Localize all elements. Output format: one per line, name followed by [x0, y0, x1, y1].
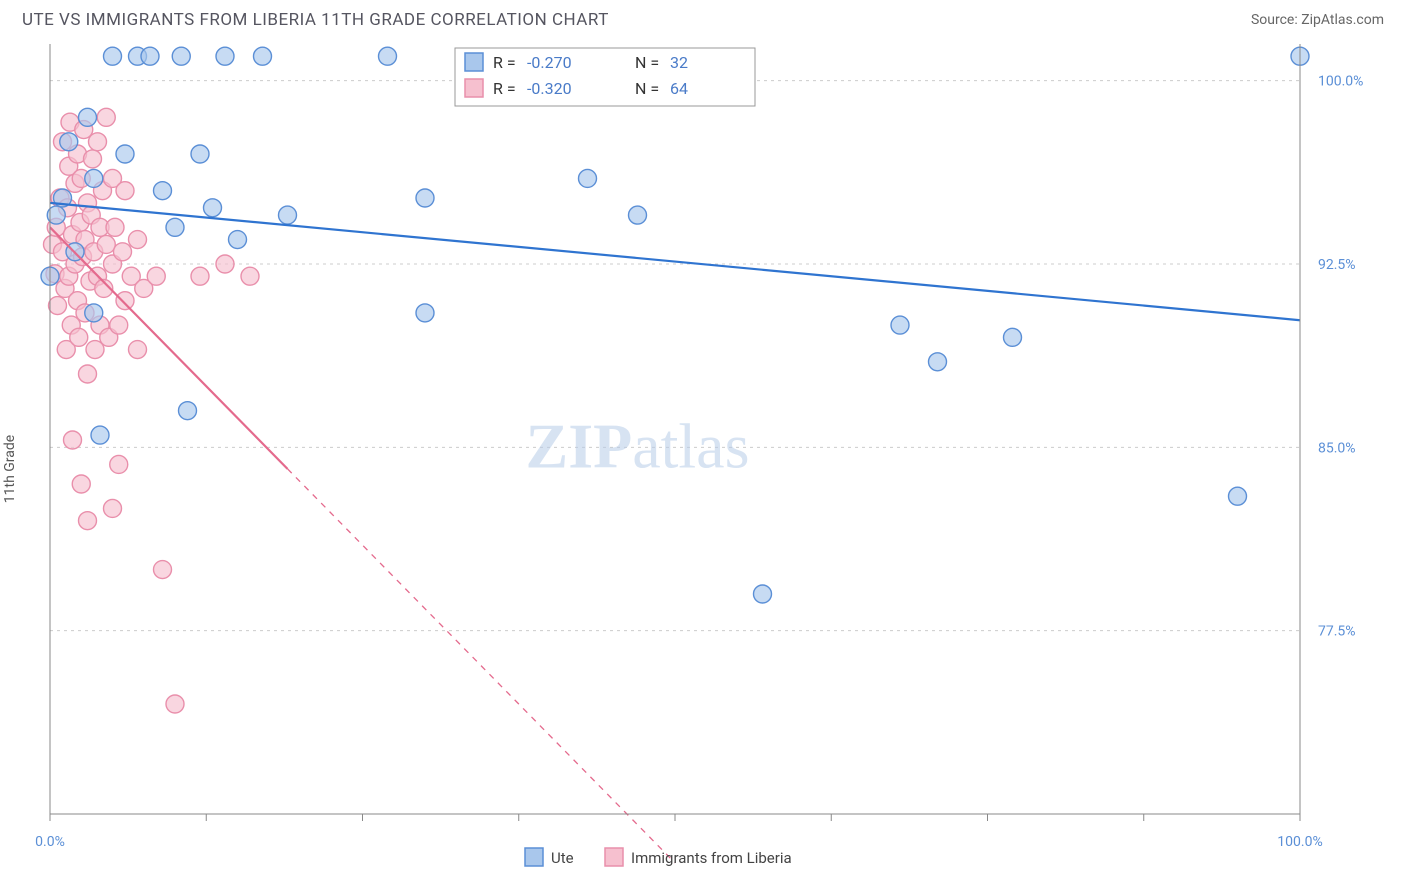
data-point — [179, 402, 197, 420]
chart-area: 11th Grade 77.5% 85.0% 92.5% 100.0% ZIPatlas… — [0, 36, 1406, 886]
data-point — [49, 297, 67, 315]
data-point — [891, 316, 909, 334]
trend-line — [50, 203, 1300, 320]
data-point — [129, 341, 147, 359]
y-tick-label: 92.5% — [1318, 257, 1356, 273]
y-axis-label: 11th Grade — [2, 435, 18, 503]
legend-swatch — [605, 848, 623, 866]
data-point — [110, 316, 128, 334]
x-tick-label: 0.0% — [35, 834, 65, 850]
data-point — [84, 150, 102, 168]
data-point — [172, 47, 190, 65]
legend-swatch — [465, 79, 483, 97]
data-point — [85, 304, 103, 322]
data-point — [216, 255, 234, 273]
data-point — [60, 133, 78, 151]
data-point — [416, 189, 434, 207]
y-tick-label: 77.5% — [1318, 624, 1356, 640]
data-point — [64, 431, 82, 449]
legend-series-label: Ute — [551, 849, 574, 867]
data-point — [141, 47, 159, 65]
data-point — [116, 292, 134, 310]
data-point — [154, 561, 172, 579]
legend-r-value: -0.320 — [527, 79, 572, 98]
data-point — [106, 218, 124, 236]
chart-title: UTE VS IMMIGRANTS FROM LIBERIA 11TH GRAD… — [22, 10, 609, 30]
data-point — [279, 206, 297, 224]
data-point — [166, 695, 184, 713]
data-point — [379, 47, 397, 65]
data-point — [91, 426, 109, 444]
data-point — [754, 585, 772, 603]
data-point — [166, 218, 184, 236]
data-point — [216, 47, 234, 65]
legend-n-value: 32 — [670, 53, 688, 72]
data-point — [104, 47, 122, 65]
data-point — [191, 267, 209, 285]
scatter-chart-svg: 77.5% 85.0% 92.5% 100.0% ZIPatlas 0.0% 100.0% R… — [0, 36, 1406, 886]
data-point — [191, 145, 209, 163]
legend-r-label: R = — [493, 53, 516, 72]
data-point — [104, 499, 122, 517]
source-attribution: Source: ZipAtlas.com — [1251, 12, 1384, 28]
data-point — [79, 365, 97, 383]
data-point — [116, 145, 134, 163]
legend-r-label: R = — [493, 79, 516, 98]
data-point — [97, 235, 115, 253]
legend-r-value: -0.270 — [527, 53, 572, 72]
y-tick-label: 100.0% — [1318, 74, 1363, 90]
data-point — [79, 108, 97, 126]
data-point — [89, 133, 107, 151]
legend-series-label: Immigrants from Liberia — [631, 849, 792, 867]
data-point — [1004, 328, 1022, 346]
data-point — [579, 169, 597, 187]
y-tick-label: 85.0% — [1318, 440, 1356, 456]
data-point — [929, 353, 947, 371]
data-point — [114, 243, 132, 261]
data-point — [416, 304, 434, 322]
data-point — [1229, 487, 1247, 505]
x-tick-label: 100.0% — [1277, 834, 1322, 850]
legend-swatch — [465, 53, 483, 71]
data-point — [110, 455, 128, 473]
legend-swatch — [525, 848, 543, 866]
data-point — [229, 231, 247, 249]
legend-n-value: 64 — [670, 79, 688, 98]
data-point — [629, 206, 647, 224]
data-point — [254, 47, 272, 65]
data-point — [154, 182, 172, 200]
trend-line-dashed — [288, 469, 676, 863]
data-point — [147, 267, 165, 285]
data-point — [116, 182, 134, 200]
data-point — [129, 231, 147, 249]
data-point — [97, 108, 115, 126]
data-point — [70, 328, 88, 346]
legend-n-label: N = — [635, 53, 659, 72]
data-point — [79, 512, 97, 530]
data-point — [72, 475, 90, 493]
legend-n-label: N = — [635, 79, 659, 98]
data-point — [85, 169, 103, 187]
data-point — [204, 199, 222, 217]
data-point — [241, 267, 259, 285]
watermark: ZIPatlas — [526, 411, 750, 482]
